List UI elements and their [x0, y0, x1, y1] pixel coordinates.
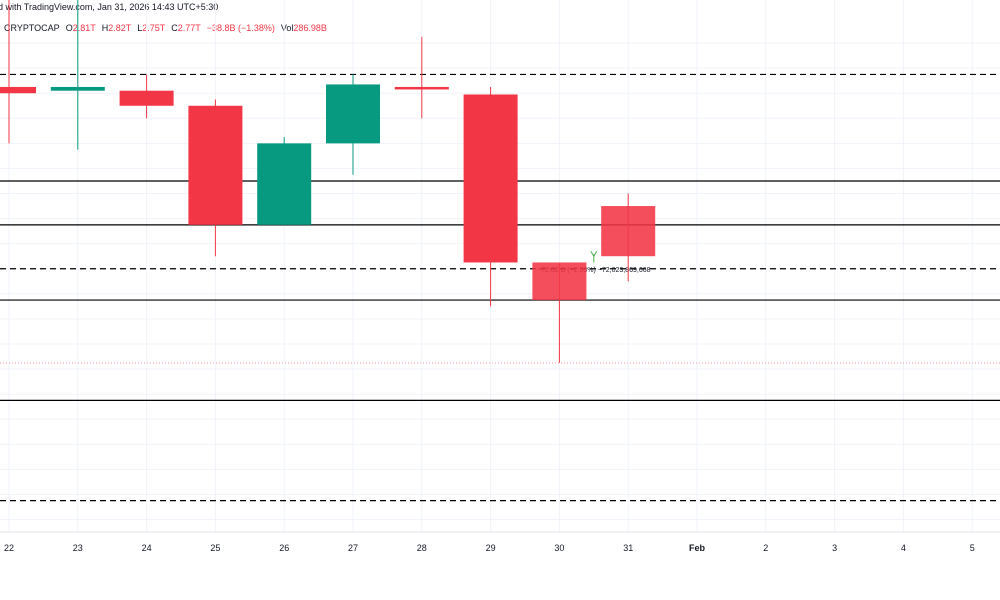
x-tick-label: 31: [623, 543, 633, 553]
x-tick-label: Feb: [689, 543, 706, 553]
measure-label: −72.02 B (−2.53%) −72,023,869,668: [537, 267, 651, 274]
candle-28: [394, 36, 449, 119]
candle-22: [0, 0, 36, 144]
low-readout: L2.75T: [137, 23, 165, 33]
candle-body: [119, 90, 174, 106]
candle-26: [257, 137, 312, 225]
symbol-name[interactable]: CRYPTOCAP: [4, 23, 60, 33]
candle-body: [601, 206, 656, 257]
x-tick-label: 22: [4, 543, 14, 553]
volume-label: Vol: [280, 23, 294, 33]
change-readout: −38.8B (−1.38%): [206, 23, 275, 33]
low-value: 2.75T: [142, 23, 166, 33]
candle-body: [326, 84, 380, 144]
candle-31: [601, 193, 656, 282]
candle-23: [50, 0, 105, 150]
close-value: 2.77T: [177, 23, 201, 33]
candle-24: [119, 74, 174, 119]
low-label: L: [137, 23, 143, 33]
candle-body: [0, 86, 36, 94]
x-tick-label: 25: [210, 543, 220, 553]
candle-30: [532, 262, 587, 363]
x-tick-label: 3: [832, 543, 837, 553]
candle-25: [188, 99, 243, 257]
x-tick-label: 4: [901, 543, 906, 553]
open-label: O: [65, 23, 73, 33]
x-tick-label: 28: [417, 543, 427, 553]
x-tick-label: 26: [279, 543, 289, 553]
open-readout: O2.81T: [66, 23, 96, 33]
volume-readout: Vol286.98B: [281, 23, 327, 33]
time-axis[interactable]: 22 23 24 25 26 27 28 29 30 31 Feb 2 3 4 5: [4, 543, 975, 553]
measure-arrow-head: [590, 250, 598, 258]
candle-body: [394, 86, 449, 90]
candles: [0, 0, 656, 363]
open-value: 2.81T: [72, 23, 96, 33]
grid: [0, 0, 1000, 532]
x-tick-label: 29: [486, 543, 496, 553]
price-range-measure[interactable]: −72.02 B (−2.53%) −72,023,869,668: [537, 250, 651, 274]
x-tick-label: 27: [348, 543, 358, 553]
close-label: C: [171, 23, 178, 33]
byline: d with TradingView.com, Jan 31, 2026 14:…: [0, 2, 219, 12]
candle-body: [188, 105, 243, 225]
candle-29: [463, 86, 518, 307]
high-value: 2.82T: [108, 23, 132, 33]
candle-body: [50, 86, 105, 91]
high-readout: H2.82T: [102, 23, 132, 33]
x-tick-label: 30: [554, 543, 564, 553]
horizontal-levels: [0, 73, 1000, 502]
close-readout: C2.77T: [171, 23, 201, 33]
x-tick-label: 2: [763, 543, 768, 553]
x-tick-label: 23: [73, 543, 83, 553]
candle-body: [463, 94, 518, 263]
x-tick-label: 5: [970, 543, 975, 553]
candle-body: [532, 262, 587, 301]
high-label: H: [101, 23, 109, 33]
ohlc-legend: CRYPTOCAP O2.81T H2.82T L2.75T C2.77T −3…: [4, 20, 327, 36]
candle-27: [326, 74, 380, 175]
volume-value: 286.98B: [293, 23, 327, 33]
x-tick-label: 24: [142, 543, 152, 553]
candle-body: [257, 143, 312, 225]
